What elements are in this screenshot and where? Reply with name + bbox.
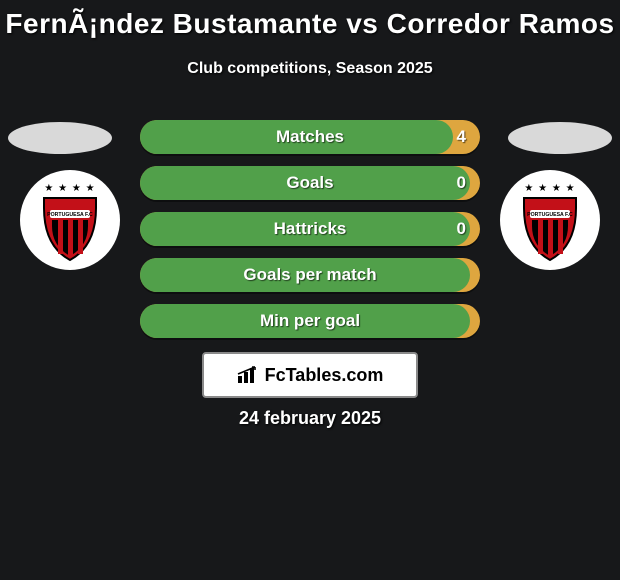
club-badge-right: ★ ★ ★ ★ PORTUGUESA F.C bbox=[500, 170, 600, 270]
player-avatar-left bbox=[8, 122, 112, 154]
stat-row-matches: Matches 4 bbox=[140, 120, 480, 154]
club-stars: ★ ★ ★ ★ bbox=[44, 183, 95, 194]
stat-value-right: 4 bbox=[457, 120, 466, 154]
club-shield-icon: PORTUGUESA F.C bbox=[520, 196, 580, 262]
stat-label: Matches bbox=[140, 120, 480, 154]
subtitle: Club competitions, Season 2025 bbox=[0, 60, 620, 78]
club-shield-icon: PORTUGUESA F.C bbox=[40, 196, 100, 262]
bar-chart-icon bbox=[237, 366, 259, 384]
stat-label: Goals per match bbox=[140, 258, 480, 292]
stat-value-right: 0 bbox=[457, 166, 466, 200]
stat-row-min-per-goal: Min per goal bbox=[140, 304, 480, 338]
svg-text:PORTUGUESA F.C: PORTUGUESA F.C bbox=[47, 212, 93, 218]
brand-text: FcTables.com bbox=[265, 365, 384, 386]
player-avatar-right bbox=[508, 122, 612, 154]
stat-row-goals: Goals 0 bbox=[140, 166, 480, 200]
stat-label: Min per goal bbox=[140, 304, 480, 338]
stats-panel: Matches 4 Goals 0 Hattricks 0 Goals per … bbox=[140, 120, 480, 350]
date-text: 24 february 2025 bbox=[0, 408, 620, 429]
page-title: FernÃ¡ndez Bustamante vs Corredor Ramos bbox=[0, 0, 620, 40]
stat-row-hattricks: Hattricks 0 bbox=[140, 212, 480, 246]
club-stars: ★ ★ ★ ★ bbox=[524, 183, 575, 194]
club-badge-left: ★ ★ ★ ★ PORTUGUESA F.C bbox=[20, 170, 120, 270]
stat-label: Hattricks bbox=[140, 212, 480, 246]
svg-text:PORTUGUESA F.C: PORTUGUESA F.C bbox=[527, 212, 573, 218]
stat-row-goals-per-match: Goals per match bbox=[140, 258, 480, 292]
brand-link[interactable]: FcTables.com bbox=[202, 352, 418, 398]
stat-label: Goals bbox=[140, 166, 480, 200]
stat-value-right: 0 bbox=[457, 212, 466, 246]
